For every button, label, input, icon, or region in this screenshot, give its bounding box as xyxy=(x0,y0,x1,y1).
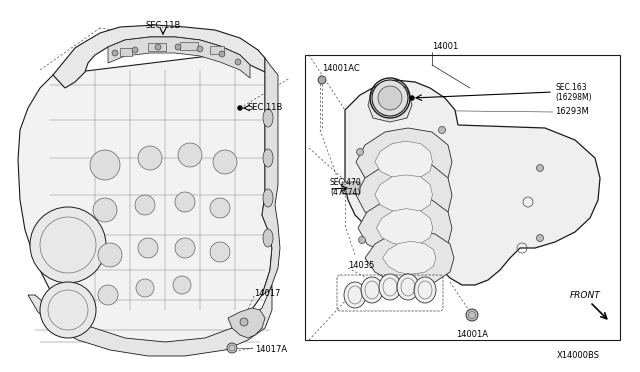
Circle shape xyxy=(466,309,478,321)
Ellipse shape xyxy=(344,282,366,308)
Circle shape xyxy=(358,237,365,244)
Circle shape xyxy=(240,318,248,326)
Polygon shape xyxy=(228,308,265,338)
Polygon shape xyxy=(345,80,600,285)
Ellipse shape xyxy=(263,149,273,167)
Circle shape xyxy=(98,243,122,267)
Circle shape xyxy=(175,44,181,50)
Text: X14000BS: X14000BS xyxy=(557,350,600,359)
Bar xyxy=(120,48,132,56)
Circle shape xyxy=(138,146,162,170)
Circle shape xyxy=(98,285,118,305)
Circle shape xyxy=(536,234,543,241)
Ellipse shape xyxy=(263,109,273,127)
Text: 14001AC: 14001AC xyxy=(322,64,360,73)
Circle shape xyxy=(219,51,225,57)
Text: 14017: 14017 xyxy=(254,289,280,298)
Circle shape xyxy=(372,80,408,116)
Text: SEC.11B: SEC.11B xyxy=(145,21,180,30)
Circle shape xyxy=(93,198,117,222)
Ellipse shape xyxy=(414,277,436,303)
Text: 14001A: 14001A xyxy=(456,330,488,339)
Circle shape xyxy=(410,96,415,100)
Circle shape xyxy=(175,238,195,258)
Circle shape xyxy=(227,343,237,353)
Ellipse shape xyxy=(397,274,419,300)
Circle shape xyxy=(536,164,543,171)
Polygon shape xyxy=(356,128,452,192)
Ellipse shape xyxy=(263,229,273,247)
Circle shape xyxy=(213,150,237,174)
Circle shape xyxy=(173,276,191,294)
Polygon shape xyxy=(262,58,280,295)
Circle shape xyxy=(138,238,158,258)
Polygon shape xyxy=(18,50,272,348)
Circle shape xyxy=(132,47,138,53)
Text: 14001: 14001 xyxy=(432,42,458,51)
Circle shape xyxy=(30,207,106,283)
Circle shape xyxy=(178,143,202,167)
Polygon shape xyxy=(368,80,412,122)
Polygon shape xyxy=(375,175,433,213)
Polygon shape xyxy=(28,285,272,356)
Polygon shape xyxy=(356,162,452,225)
Polygon shape xyxy=(365,230,454,285)
Circle shape xyxy=(155,44,161,50)
Text: SEC.11B: SEC.11B xyxy=(248,103,284,112)
Circle shape xyxy=(175,192,195,212)
Circle shape xyxy=(438,126,445,134)
Bar xyxy=(305,55,620,340)
Circle shape xyxy=(136,279,154,297)
Ellipse shape xyxy=(361,277,383,303)
Ellipse shape xyxy=(379,274,401,300)
Text: 14017A: 14017A xyxy=(255,346,287,355)
Circle shape xyxy=(356,148,364,155)
Polygon shape xyxy=(108,37,250,78)
Circle shape xyxy=(210,198,230,218)
Circle shape xyxy=(210,242,230,262)
Polygon shape xyxy=(376,209,433,246)
Polygon shape xyxy=(53,25,265,88)
Circle shape xyxy=(40,282,96,338)
Text: 16293M: 16293M xyxy=(555,106,589,115)
Text: FRONT: FRONT xyxy=(570,292,601,301)
Circle shape xyxy=(378,86,402,110)
Circle shape xyxy=(135,195,155,215)
Circle shape xyxy=(112,50,118,56)
Polygon shape xyxy=(375,141,433,180)
Circle shape xyxy=(237,106,243,110)
FancyBboxPatch shape xyxy=(342,182,360,194)
Text: SEC.470: SEC.470 xyxy=(330,177,362,186)
Circle shape xyxy=(318,76,326,84)
Circle shape xyxy=(235,59,241,65)
Text: 14035: 14035 xyxy=(348,260,374,269)
Bar xyxy=(180,42,198,50)
Text: SEC.163: SEC.163 xyxy=(555,83,587,92)
Polygon shape xyxy=(383,241,436,274)
Polygon shape xyxy=(358,196,452,258)
Circle shape xyxy=(90,150,120,180)
Ellipse shape xyxy=(263,189,273,207)
Text: (47474): (47474) xyxy=(330,187,360,196)
Circle shape xyxy=(197,46,203,52)
Text: (16298M): (16298M) xyxy=(555,93,591,102)
Bar xyxy=(210,46,224,54)
Bar xyxy=(148,43,166,51)
